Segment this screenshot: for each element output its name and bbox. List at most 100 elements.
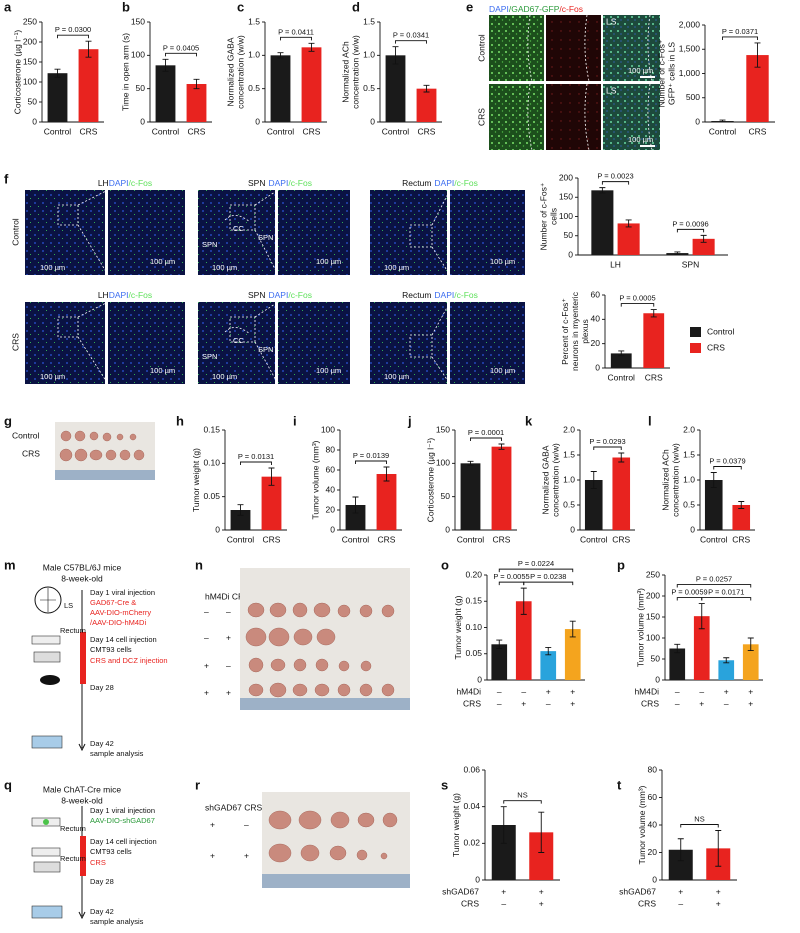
micrograph bbox=[370, 190, 447, 275]
region: Rectum bbox=[402, 178, 431, 188]
scale-label: 100 µm bbox=[490, 257, 515, 266]
scale-label: 100 µm bbox=[40, 263, 65, 272]
significance-bracket bbox=[280, 36, 312, 41]
error-bar bbox=[467, 460, 474, 466]
panel-letter: p bbox=[617, 557, 625, 572]
factor-level: – bbox=[546, 698, 551, 708]
factor-name: CRS bbox=[463, 698, 481, 708]
row-label: Control bbox=[476, 34, 486, 62]
p-value: P = 0.0257 bbox=[696, 575, 732, 584]
error-bar bbox=[618, 452, 625, 463]
y-tick-label: 500 bbox=[686, 92, 700, 102]
factor-level: + bbox=[546, 686, 551, 696]
photo bbox=[262, 792, 410, 888]
y-axis-label: neurons in myenteric bbox=[570, 291, 580, 371]
error-bar bbox=[85, 40, 92, 58]
row-label: CRS bbox=[476, 108, 486, 126]
bar bbox=[155, 65, 176, 122]
brain-detail bbox=[40, 588, 56, 612]
error-bar bbox=[677, 838, 684, 862]
stain: /c-Fos bbox=[454, 290, 478, 300]
error-bar bbox=[698, 603, 705, 630]
significance-bracket bbox=[722, 36, 758, 40]
rectum-icon bbox=[31, 635, 61, 645]
level: – bbox=[204, 632, 209, 642]
bar bbox=[376, 474, 397, 530]
bar bbox=[416, 88, 437, 122]
panel-letter: k bbox=[525, 413, 533, 428]
bar bbox=[584, 480, 603, 530]
micrograph bbox=[603, 15, 660, 81]
y-tick-label: 1.0 bbox=[563, 474, 575, 484]
error-bar bbox=[590, 471, 597, 489]
micrograph bbox=[108, 302, 185, 384]
bar bbox=[643, 313, 665, 368]
bar bbox=[385, 55, 406, 123]
y-axis-label: cells bbox=[548, 208, 558, 225]
micrograph bbox=[546, 84, 601, 150]
error-bar bbox=[496, 639, 503, 649]
bar bbox=[301, 47, 322, 123]
bar bbox=[742, 644, 759, 680]
p-value: NS bbox=[517, 791, 527, 800]
factor-level: + bbox=[748, 698, 753, 708]
y-axis-label: plexus bbox=[580, 319, 590, 344]
y-tick-label: 2,000 bbox=[679, 19, 701, 29]
p-value: P = 0.0411 bbox=[278, 27, 314, 36]
x-tick-label: LH bbox=[610, 259, 621, 269]
micrograph bbox=[546, 15, 601, 81]
region-label: CC bbox=[233, 336, 244, 345]
significance-bracket bbox=[523, 581, 574, 586]
micrograph bbox=[278, 190, 350, 275]
y-tick-label: 0.5 bbox=[563, 499, 575, 509]
panel-e-images: DAPI/GAD67-GFP/c-Fos Control CRS LS LS 1… bbox=[476, 4, 660, 151]
p-value: P = 0.0139 bbox=[353, 451, 389, 460]
stain: /c-Fos bbox=[559, 4, 583, 14]
title: 8-week-old bbox=[61, 573, 103, 583]
panel-letter: n bbox=[195, 557, 203, 572]
x-tick-label: CRS bbox=[418, 126, 436, 136]
y-tick-label: 2.0 bbox=[683, 424, 695, 434]
y-tick-label: 2.0 bbox=[563, 424, 575, 434]
stain: DAPI bbox=[434, 178, 454, 188]
y-tick-label: 0 bbox=[445, 524, 450, 534]
x-tick-label: CRS bbox=[749, 126, 767, 136]
x-tick-label: Control bbox=[608, 372, 636, 382]
y-tick-label: 0.15 bbox=[465, 596, 482, 606]
y-tick-label: 40 bbox=[326, 484, 336, 494]
y-tick-label: 1,000 bbox=[679, 68, 701, 78]
error-bar bbox=[710, 472, 717, 488]
y-tick-label: 40 bbox=[648, 819, 658, 829]
bar bbox=[612, 457, 631, 530]
step: /AAV-DIO-hM4Di bbox=[90, 618, 146, 627]
significance-bracket bbox=[601, 181, 630, 185]
step: sample analysis bbox=[90, 917, 144, 926]
micrograph bbox=[198, 302, 275, 384]
factor-level: + bbox=[521, 698, 526, 708]
panel-q-diagram: Male ChAT-Cre mice 8-week-old Rectum Rec… bbox=[31, 784, 157, 926]
stain: DAPI bbox=[489, 4, 509, 14]
region: SPN bbox=[248, 290, 265, 300]
step: CRS bbox=[90, 858, 106, 867]
x-tick-label: CRS bbox=[303, 126, 321, 136]
bar bbox=[261, 476, 282, 530]
region-label: SPN bbox=[258, 345, 273, 354]
y-tick-label: 50 bbox=[136, 83, 146, 93]
significance-bracket bbox=[165, 52, 197, 57]
y-tick-label: 100 bbox=[646, 632, 660, 642]
y-axis-label: Normalized ACh bbox=[340, 41, 350, 103]
step: sample analysis bbox=[90, 749, 144, 758]
y-axis-label: Corticosterone (µg l⁻¹) bbox=[12, 30, 22, 115]
bar bbox=[270, 55, 291, 123]
bar bbox=[610, 353, 632, 368]
p-value: P = 0.0405 bbox=[163, 43, 199, 52]
header: Rectum DAPI/c-Fos bbox=[402, 290, 478, 300]
y-axis-label: Number of c-Fos⁺ bbox=[656, 39, 666, 107]
error-bar bbox=[500, 806, 507, 844]
y-axis-label: Tumor weight (g) bbox=[191, 448, 201, 512]
y-tick-label: 0 bbox=[652, 874, 657, 884]
error-bar bbox=[277, 52, 284, 59]
y-axis-label: Tumor volume (mm³) bbox=[310, 440, 320, 519]
step: Day 1 viral injection bbox=[90, 588, 155, 597]
